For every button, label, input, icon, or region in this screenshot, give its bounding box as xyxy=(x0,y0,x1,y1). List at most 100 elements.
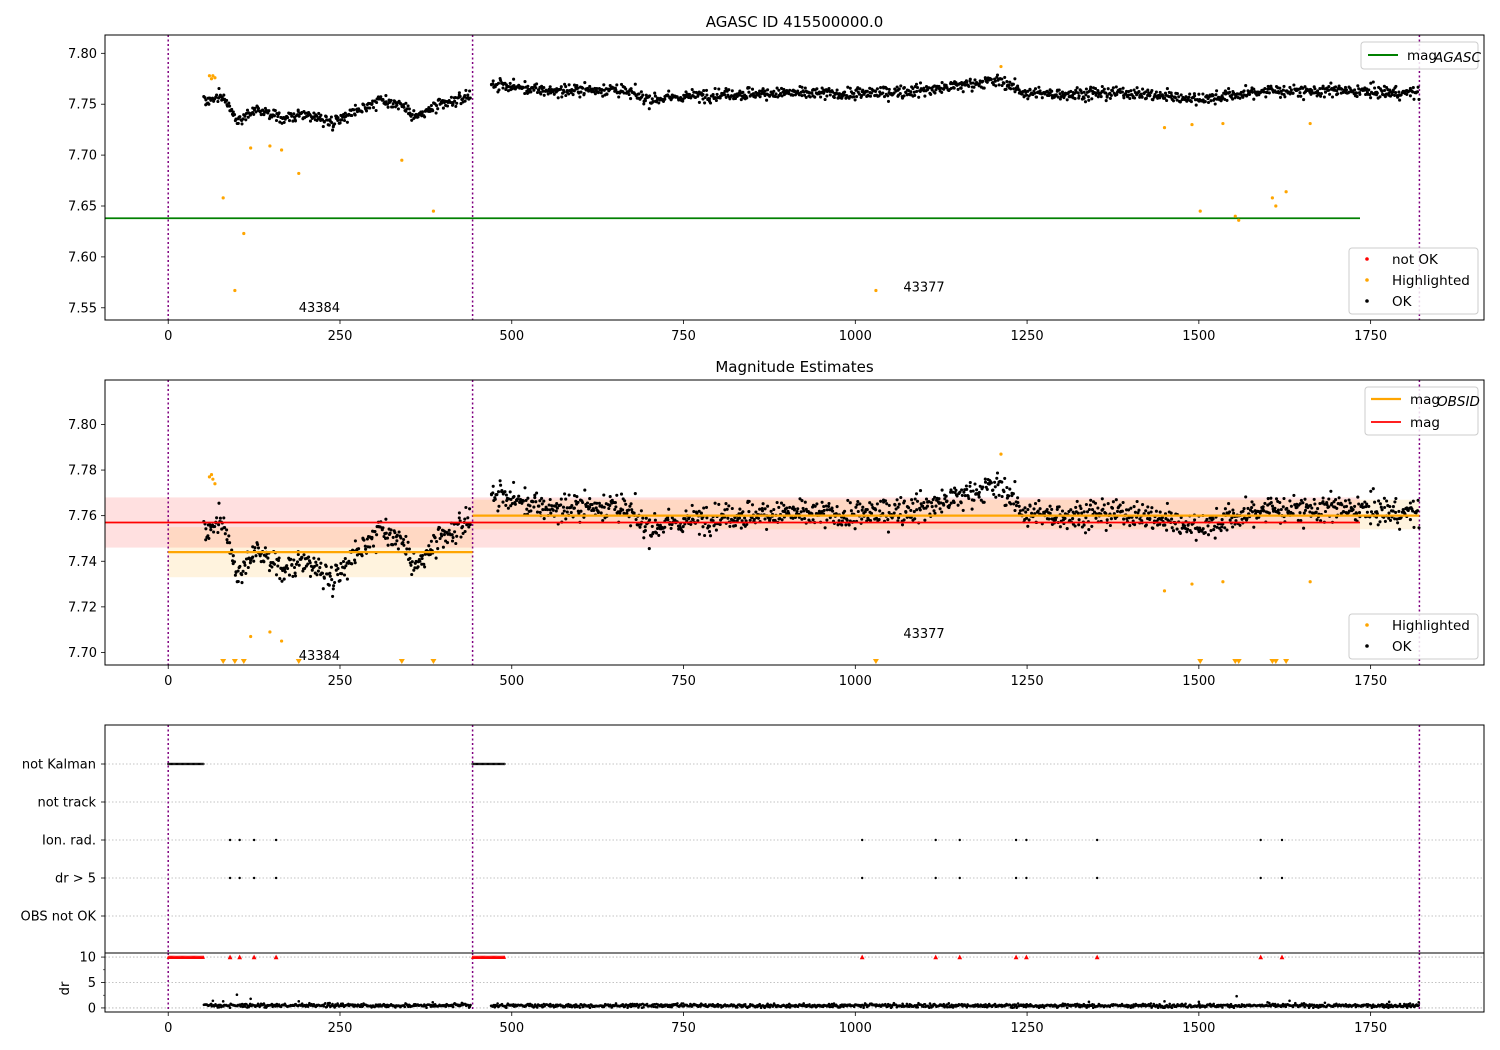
ok-point xyxy=(951,82,955,86)
ok-point xyxy=(1358,92,1362,96)
ok-point xyxy=(753,95,757,99)
ok-point xyxy=(423,565,427,569)
highlighted-point xyxy=(211,477,215,481)
ok-point xyxy=(1102,503,1106,507)
ok-point xyxy=(681,530,685,534)
ok-point xyxy=(663,525,667,529)
ok-point xyxy=(892,511,896,515)
ok-point xyxy=(416,565,420,569)
ok-point xyxy=(1106,87,1110,91)
ok-point xyxy=(320,571,325,575)
ok-point xyxy=(939,86,943,90)
dr-gt-5-point xyxy=(958,876,961,880)
ok-point xyxy=(1011,82,1015,86)
ok-point xyxy=(996,483,1000,487)
ok-point xyxy=(879,86,883,90)
ok-point xyxy=(215,93,219,97)
ok-point xyxy=(1281,505,1285,509)
ok-point xyxy=(246,565,250,570)
ok-point xyxy=(1060,509,1065,513)
ok-point xyxy=(669,526,673,530)
dr-gt-5-point xyxy=(228,876,232,880)
dr-point xyxy=(1014,1003,1018,1007)
ok-point xyxy=(401,541,405,545)
not-kalman-point xyxy=(482,762,485,766)
not-kalman-point xyxy=(201,762,204,766)
ok-point xyxy=(285,564,289,568)
ok-point xyxy=(1179,93,1183,97)
ok-point xyxy=(548,497,552,502)
dr-clipped-marker xyxy=(859,954,865,960)
ok-point xyxy=(940,90,944,94)
ok-point xyxy=(942,87,946,91)
ok-point xyxy=(1100,497,1104,501)
dr-gt-5-point xyxy=(1259,876,1262,880)
ok-point xyxy=(1387,91,1391,95)
ok-point xyxy=(846,85,850,89)
ok-point xyxy=(420,110,425,114)
ok-point xyxy=(1379,505,1383,509)
ok-point xyxy=(404,534,408,538)
ok-point xyxy=(860,517,864,521)
ok-point xyxy=(1016,500,1020,505)
ok-point xyxy=(1038,89,1042,93)
ok-point xyxy=(1383,88,1387,92)
dr-point xyxy=(951,1006,955,1009)
ok-point xyxy=(1302,511,1306,515)
ok-point xyxy=(1393,517,1397,521)
ok-point xyxy=(952,500,956,505)
ok-point xyxy=(945,85,949,90)
ok-point xyxy=(653,94,657,98)
ok-point xyxy=(1082,96,1086,100)
ok-point xyxy=(1197,92,1201,96)
ok-point xyxy=(667,89,671,93)
ok-point xyxy=(442,533,446,537)
ok-point xyxy=(692,90,696,94)
ion-rad-point xyxy=(1014,838,1018,842)
ok-point xyxy=(1150,88,1154,93)
ok-point xyxy=(1250,500,1254,504)
ok-point xyxy=(549,511,553,515)
ok-point xyxy=(399,536,403,540)
ok-point xyxy=(1296,518,1300,522)
dr-point xyxy=(852,1005,856,1009)
ok-point xyxy=(241,569,245,573)
ok-point xyxy=(569,510,573,515)
ok-point xyxy=(1171,529,1176,533)
ok-point xyxy=(1273,506,1277,510)
ok-point xyxy=(983,480,988,484)
dr-point xyxy=(984,1003,987,1006)
ok-point xyxy=(1211,93,1215,98)
ok-point xyxy=(1014,504,1019,508)
dr-clipped-marker xyxy=(1258,954,1264,960)
ok-point xyxy=(1137,508,1141,512)
ok-point xyxy=(1100,84,1104,89)
dr-point xyxy=(496,1002,499,1005)
ok-point xyxy=(1267,511,1271,515)
dr-point xyxy=(322,1005,326,1008)
ok-point xyxy=(338,578,342,583)
ok-point xyxy=(578,95,582,99)
ok-point xyxy=(438,536,442,541)
ok-point xyxy=(330,578,334,582)
ok-point xyxy=(1120,90,1124,94)
ok-point xyxy=(1340,87,1344,91)
ok-point xyxy=(1365,502,1369,506)
ok-point xyxy=(1313,502,1317,506)
ok-point xyxy=(447,528,451,532)
ok-point xyxy=(1153,92,1157,97)
highlighted-point xyxy=(1270,196,1274,200)
ok-point xyxy=(526,496,530,500)
ok-point xyxy=(297,563,301,567)
ok-point xyxy=(1132,88,1136,92)
ok-point xyxy=(642,536,646,540)
not-kalman-point xyxy=(500,762,503,766)
ok-point xyxy=(531,500,535,504)
ok-point xyxy=(1241,95,1245,99)
ok-point xyxy=(827,87,831,91)
ok-point xyxy=(703,95,707,100)
ok-point xyxy=(1329,81,1333,85)
ok-point xyxy=(945,499,949,503)
obsid-label: 43377 xyxy=(903,627,944,642)
dr-point xyxy=(578,1006,582,1009)
